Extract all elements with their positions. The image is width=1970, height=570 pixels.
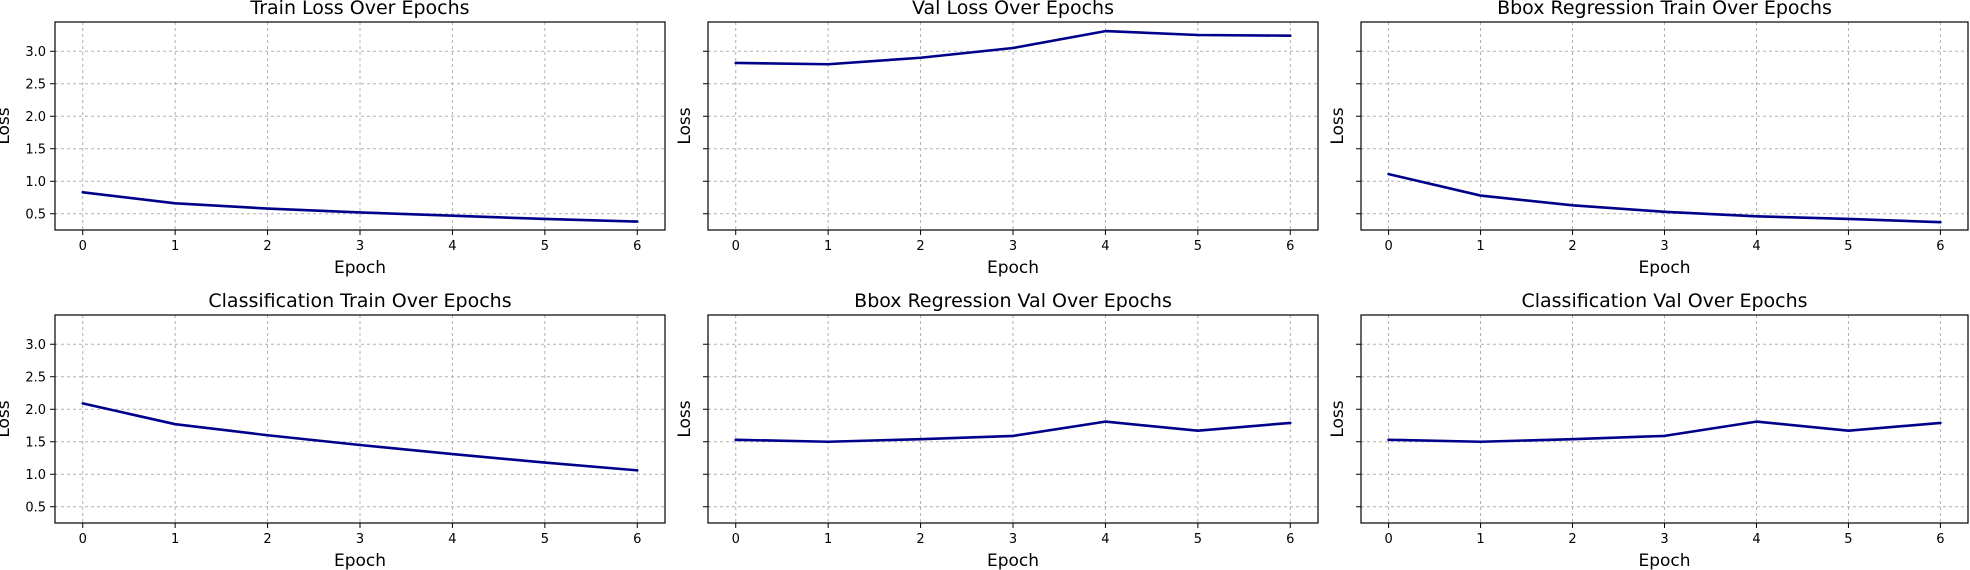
y-tick-label: 1.5 <box>25 435 46 450</box>
x-tick-label: 0 <box>79 532 87 547</box>
x-tick-label: 2 <box>263 532 271 547</box>
y-axis-label: Loss <box>1328 400 1348 437</box>
x-tick-label: 6 <box>1936 239 1944 254</box>
subplot-title: Classification Train Over Epochs <box>208 290 511 312</box>
subplot-3: 0 1 2 3 4 5 6 Bbox Regression Train Over Epochs… <box>1328 0 1969 278</box>
subplot-2: 0 1 2 3 4 5 6 Val Loss Over Epochs Epoch Loss <box>675 0 1319 278</box>
x-tick-label: 5 <box>541 239 549 254</box>
x-tick-label: 0 <box>1384 532 1392 547</box>
y-tick-label: 1.5 <box>25 142 46 157</box>
y-tick-label: 2.5 <box>25 77 46 92</box>
y-tick-label: 0.5 <box>25 207 46 222</box>
x-tick-label: 3 <box>1660 239 1668 254</box>
subplot-5: 0 1 2 3 4 5 6 Bbox Regression Val Over Epochs Ep… <box>675 290 1319 570</box>
subplot-title: Classification Val Over Epochs <box>1521 290 1807 312</box>
x-tick-label: 2 <box>1568 239 1576 254</box>
subplot-title: Bbox Regression Val Over Epochs <box>854 290 1172 312</box>
subplot-title: Train Loss Over Epochs <box>249 0 469 19</box>
y-axis-label: Loss <box>675 400 695 437</box>
x-tick-label: 1 <box>1476 532 1484 547</box>
x-tick-label: 6 <box>1286 532 1294 547</box>
x-tick-label: 4 <box>448 239 456 254</box>
y-axis-label: Loss <box>0 107 14 144</box>
x-tick-label: 2 <box>916 239 924 254</box>
y-tick-label: 2.5 <box>25 370 46 385</box>
x-tick-label: 3 <box>1009 532 1017 547</box>
subplot-1: 0 1 2 3 4 5 6 0.5 1.0 1.5 2.0 2.5 3.0 Train Loss Over… <box>0 0 666 278</box>
series-line <box>1387 420 1942 444</box>
y-tick-label: 1.0 <box>25 175 46 190</box>
x-tick-label: 4 <box>1752 239 1760 254</box>
x-tick-label: 5 <box>1194 532 1202 547</box>
series-line <box>734 420 1292 444</box>
x-tick-label: 1 <box>824 239 832 254</box>
x-tick-label: 4 <box>448 532 456 547</box>
x-tick-label: 0 <box>732 532 740 547</box>
x-tick-label: 2 <box>263 239 271 254</box>
y-tick-label: 1.0 <box>25 468 46 483</box>
x-tick-label: 1 <box>824 532 832 547</box>
x-axis-label: Epoch <box>334 551 386 570</box>
y-tick-label: 2.0 <box>25 403 46 418</box>
y-tick-label: 2.0 <box>25 110 46 125</box>
x-tick-label: 1 <box>171 532 179 547</box>
subplot-6: 0 1 2 3 4 5 6 Classification Val Over Epochs Epo… <box>1328 290 1969 570</box>
x-tick-label: 0 <box>732 239 740 254</box>
x-tick-label: 5 <box>1194 239 1202 254</box>
series-line <box>81 402 639 472</box>
series-line <box>1387 172 1942 224</box>
y-tick-label: 3.0 <box>25 45 46 60</box>
x-tick-label: 1 <box>171 239 179 254</box>
subplot-title: Val Loss Over Epochs <box>912 0 1114 19</box>
subplot-4: 0 1 2 3 4 5 6 0.5 1.0 1.5 2.0 2.5 3.0 Classification … <box>0 290 666 570</box>
x-tick-label: 6 <box>1936 532 1944 547</box>
y-axis-label: Loss <box>1328 107 1348 144</box>
x-axis-label: Epoch <box>1638 258 1690 278</box>
x-tick-label: 4 <box>1101 239 1109 254</box>
x-tick-label: 5 <box>541 532 549 547</box>
series-line <box>734 29 1292 66</box>
x-axis-label: Epoch <box>1638 551 1690 570</box>
y-axis-label: Loss <box>0 400 14 437</box>
x-tick-label: 3 <box>1009 239 1017 254</box>
x-tick-label: 3 <box>356 239 364 254</box>
x-axis-label: Epoch <box>334 258 386 278</box>
x-tick-label: 6 <box>1286 239 1294 254</box>
x-tick-label: 0 <box>1384 239 1392 254</box>
x-tick-label: 5 <box>1844 239 1852 254</box>
y-axis-label: Loss <box>675 107 695 144</box>
series-line <box>81 191 639 223</box>
x-tick-label: 1 <box>1476 239 1484 254</box>
y-tick-label: 3.0 <box>25 338 46 353</box>
x-axis-label: Epoch <box>987 258 1039 278</box>
x-tick-label: 4 <box>1101 532 1109 547</box>
x-tick-label: 0 <box>79 239 87 254</box>
x-tick-label: 3 <box>356 532 364 547</box>
x-axis-label: Epoch <box>987 551 1039 570</box>
y-tick-label: 0.5 <box>25 500 46 515</box>
x-tick-label: 2 <box>916 532 924 547</box>
subplot-title: Bbox Regression Train Over Epochs <box>1497 0 1832 19</box>
x-tick-label: 3 <box>1660 532 1668 547</box>
x-tick-label: 2 <box>1568 532 1576 547</box>
x-tick-label: 6 <box>633 532 641 547</box>
x-tick-label: 5 <box>1844 532 1852 547</box>
x-tick-label: 6 <box>633 239 641 254</box>
x-tick-label: 4 <box>1752 532 1760 547</box>
